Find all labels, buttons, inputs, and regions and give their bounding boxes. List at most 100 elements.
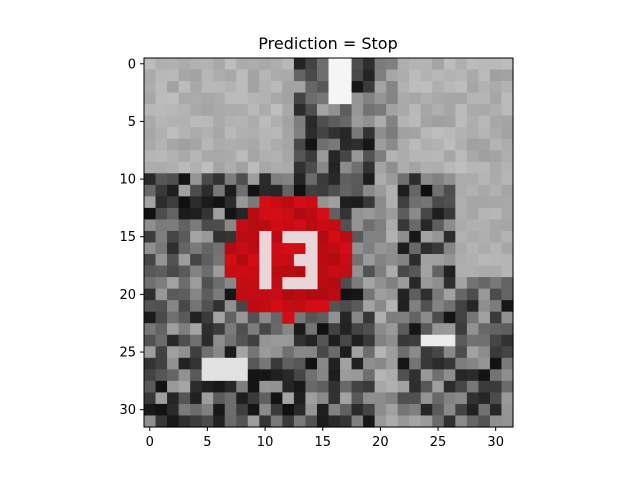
image-pixel — [316, 357, 330, 370]
image-pixel — [386, 184, 399, 197]
image-pixel — [455, 254, 468, 267]
image-pixel — [501, 380, 514, 394]
image-pixel — [328, 300, 341, 313]
image-pixel — [455, 277, 468, 290]
image-pixel — [455, 207, 468, 221]
image-pixel — [466, 254, 480, 267]
image-pixel — [213, 92, 226, 105]
image-pixel — [282, 392, 295, 405]
image-pixel — [489, 173, 503, 186]
image-pixel — [489, 254, 503, 267]
image-pixel — [328, 58, 341, 71]
stop-sign-pixel — [293, 300, 307, 313]
image-pixel — [167, 334, 180, 347]
image-pixel — [213, 127, 226, 140]
image-pixel — [247, 403, 260, 417]
image-pixel — [178, 230, 191, 244]
image-pixel — [420, 173, 433, 186]
image-pixel — [178, 323, 191, 336]
image-pixel — [282, 369, 295, 382]
image-pixel — [316, 380, 330, 394]
image-pixel — [363, 415, 376, 428]
image-pixel — [489, 69, 503, 82]
image-pixel — [501, 311, 514, 324]
image-pixel — [340, 219, 353, 232]
image-pixel — [201, 127, 214, 140]
image-pixel — [374, 58, 387, 71]
image-pixel — [201, 242, 214, 255]
image-pixel — [478, 403, 491, 417]
stop-sign-pixel — [236, 288, 249, 301]
image-pixel — [397, 346, 410, 359]
image-pixel — [190, 81, 203, 94]
image-pixel — [478, 196, 491, 209]
image-pixel — [282, 115, 295, 128]
x-tick-label: 10 — [257, 435, 274, 450]
image-pixel — [478, 69, 491, 82]
stop-sign-pixel — [316, 230, 330, 244]
image-pixel — [420, 150, 433, 163]
image-pixel — [409, 81, 422, 94]
image-pixel — [178, 92, 191, 105]
image-pixel — [363, 138, 376, 151]
image-pixel — [478, 380, 491, 394]
image-pixel — [443, 150, 456, 163]
image-pixel — [201, 196, 214, 209]
image-pixel — [374, 323, 387, 336]
image-pixel — [328, 369, 341, 382]
image-pixel — [420, 392, 433, 405]
image-pixel — [466, 58, 480, 71]
image-pixel — [409, 346, 422, 359]
image-pixel — [340, 207, 353, 221]
image-pixel — [363, 207, 376, 221]
image-pixel — [236, 300, 249, 313]
image-pixel — [178, 196, 191, 209]
image-pixel — [247, 323, 260, 336]
image-pixel — [201, 277, 214, 290]
image-pixel — [259, 115, 272, 128]
image-pixel — [386, 127, 399, 140]
stop-sign-letter-pixel — [259, 242, 272, 255]
image-pixel — [478, 369, 491, 382]
image-pixel — [167, 242, 180, 255]
image-pixel — [397, 277, 410, 290]
image-pixel — [144, 300, 157, 313]
image-pixel — [293, 369, 307, 382]
image-pixel — [501, 254, 514, 267]
image-pixel — [305, 357, 318, 370]
image-pixel — [178, 380, 191, 394]
image-pixel — [305, 403, 318, 417]
image-pixel — [178, 288, 191, 301]
image-pixel — [420, 357, 433, 370]
image-pixel — [409, 230, 422, 244]
image-pixel — [305, 161, 318, 174]
image-pixel — [340, 300, 353, 313]
image-pixel — [501, 161, 514, 174]
image-pixel — [478, 173, 491, 186]
image-pixel — [316, 138, 330, 151]
stop-sign-pixel — [259, 196, 272, 209]
image-pixel — [432, 58, 445, 71]
image-pixel — [316, 58, 330, 71]
image-pixel — [259, 380, 272, 394]
image-pixel — [236, 346, 249, 359]
image-pixel — [213, 150, 226, 163]
image-pixel — [397, 115, 410, 128]
image-pixel — [432, 115, 445, 128]
image-pixel — [178, 115, 191, 128]
image-pixel — [374, 380, 387, 394]
image-pixel — [374, 311, 387, 324]
image-pixel — [144, 323, 157, 336]
image-pixel — [466, 415, 480, 428]
image-pixel — [293, 173, 307, 186]
image-pixel — [351, 127, 364, 140]
image-pixel — [397, 196, 410, 209]
image-pixel — [455, 323, 468, 336]
stop-sign-pixel — [224, 254, 237, 267]
image-pixel — [489, 357, 503, 370]
image-pixel — [167, 288, 180, 301]
image-pixel — [293, 127, 307, 140]
image-pixel — [397, 58, 410, 71]
image-pixel — [190, 115, 203, 128]
image-pixel — [420, 277, 433, 290]
